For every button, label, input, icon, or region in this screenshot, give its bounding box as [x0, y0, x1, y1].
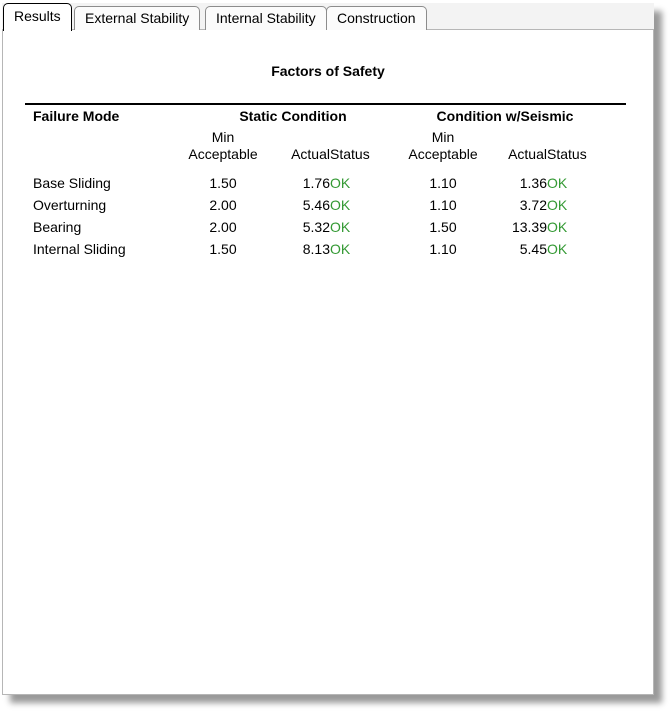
static-min-cell: 2.00: [209, 197, 237, 213]
seismic-actual-header: Actual: [508, 146, 547, 162]
tab-external-stability[interactable]: External Stability: [74, 6, 201, 30]
table-row: Internal Sliding 1.50 8.13 OK 1.10 5.45 …: [33, 242, 607, 264]
seismic-min-cell: 1.10: [429, 175, 457, 191]
static-min-label: Min: [211, 129, 235, 145]
static-status-cell: OK: [330, 197, 351, 213]
header-divider: [25, 103, 626, 105]
seismic-actual-cell: 5.45: [519, 241, 547, 257]
failure-mode-cell: Overturning: [33, 197, 107, 213]
failure-mode-cell: Internal Sliding: [33, 241, 126, 257]
static-min-cell: 1.50: [209, 175, 237, 191]
seismic-status-cell: OK: [547, 175, 568, 191]
seismic-status-cell: OK: [547, 241, 568, 257]
table-row: Base Sliding 1.50 1.76 OK 1.10 1.36 OK: [33, 176, 607, 198]
static-actual-cell: 5.46: [302, 197, 330, 213]
tab-construction[interactable]: Construction: [326, 6, 427, 30]
static-acceptable-header: Acceptable: [188, 146, 258, 162]
seismic-acceptable-header: Acceptable: [408, 146, 478, 162]
static-status-cell: OK: [330, 241, 351, 257]
seismic-status-cell: OK: [547, 197, 568, 213]
table-row: Overturning 2.00 5.46 OK 1.10 3.72 OK: [33, 198, 607, 220]
failure-mode-header: Failure Mode: [33, 108, 120, 124]
static-min-cell: 1.50: [209, 241, 237, 257]
static-actual-header: Actual: [291, 146, 330, 162]
static-status-header: Status: [330, 146, 370, 162]
seismic-min-cell: 1.10: [429, 241, 457, 257]
tab-internal-stability[interactable]: Internal Stability: [205, 6, 327, 30]
seismic-min-cell: 1.10: [429, 197, 457, 213]
seismic-min-cell: 1.50: [429, 219, 457, 235]
results-window: Results External Stability Internal Stab…: [2, 3, 654, 695]
seismic-actual-cell: 3.72: [519, 197, 547, 213]
seismic-status-header: Status: [547, 146, 587, 162]
factors-of-safety-table: Failure Mode Static Condition Condition …: [33, 109, 607, 264]
tab-results[interactable]: Results: [3, 3, 72, 31]
results-panel: Factors of Safety Failure Mode Static Co…: [2, 29, 654, 695]
seismic-actual-cell: 13.39: [511, 219, 547, 235]
static-min-cell: 2.00: [209, 219, 237, 235]
seismic-condition-header: Condition w/Seismic: [436, 108, 574, 124]
static-status-cell: OK: [330, 175, 351, 191]
static-actual-cell: 1.76: [302, 175, 330, 191]
failure-mode-cell: Base Sliding: [33, 175, 111, 191]
seismic-actual-cell: 1.36: [519, 175, 547, 191]
column-header-row: Acceptable Actual Status Acceptable Actu…: [33, 147, 607, 165]
min-header-row: Min Min: [33, 130, 607, 147]
failure-mode-cell: Bearing: [33, 219, 82, 235]
seismic-status-cell: OK: [547, 219, 568, 235]
table-row: Bearing 2.00 5.32 OK 1.50 13.39 OK: [33, 220, 607, 242]
page-title: Factors of Safety: [271, 63, 385, 79]
static-status-cell: OK: [330, 219, 351, 235]
static-condition-header: Static Condition: [239, 108, 347, 124]
static-actual-cell: 5.32: [302, 219, 330, 235]
seismic-min-label: Min: [431, 129, 455, 145]
group-header-row: Failure Mode Static Condition Condition …: [33, 109, 607, 130]
static-actual-cell: 8.13: [302, 241, 330, 257]
